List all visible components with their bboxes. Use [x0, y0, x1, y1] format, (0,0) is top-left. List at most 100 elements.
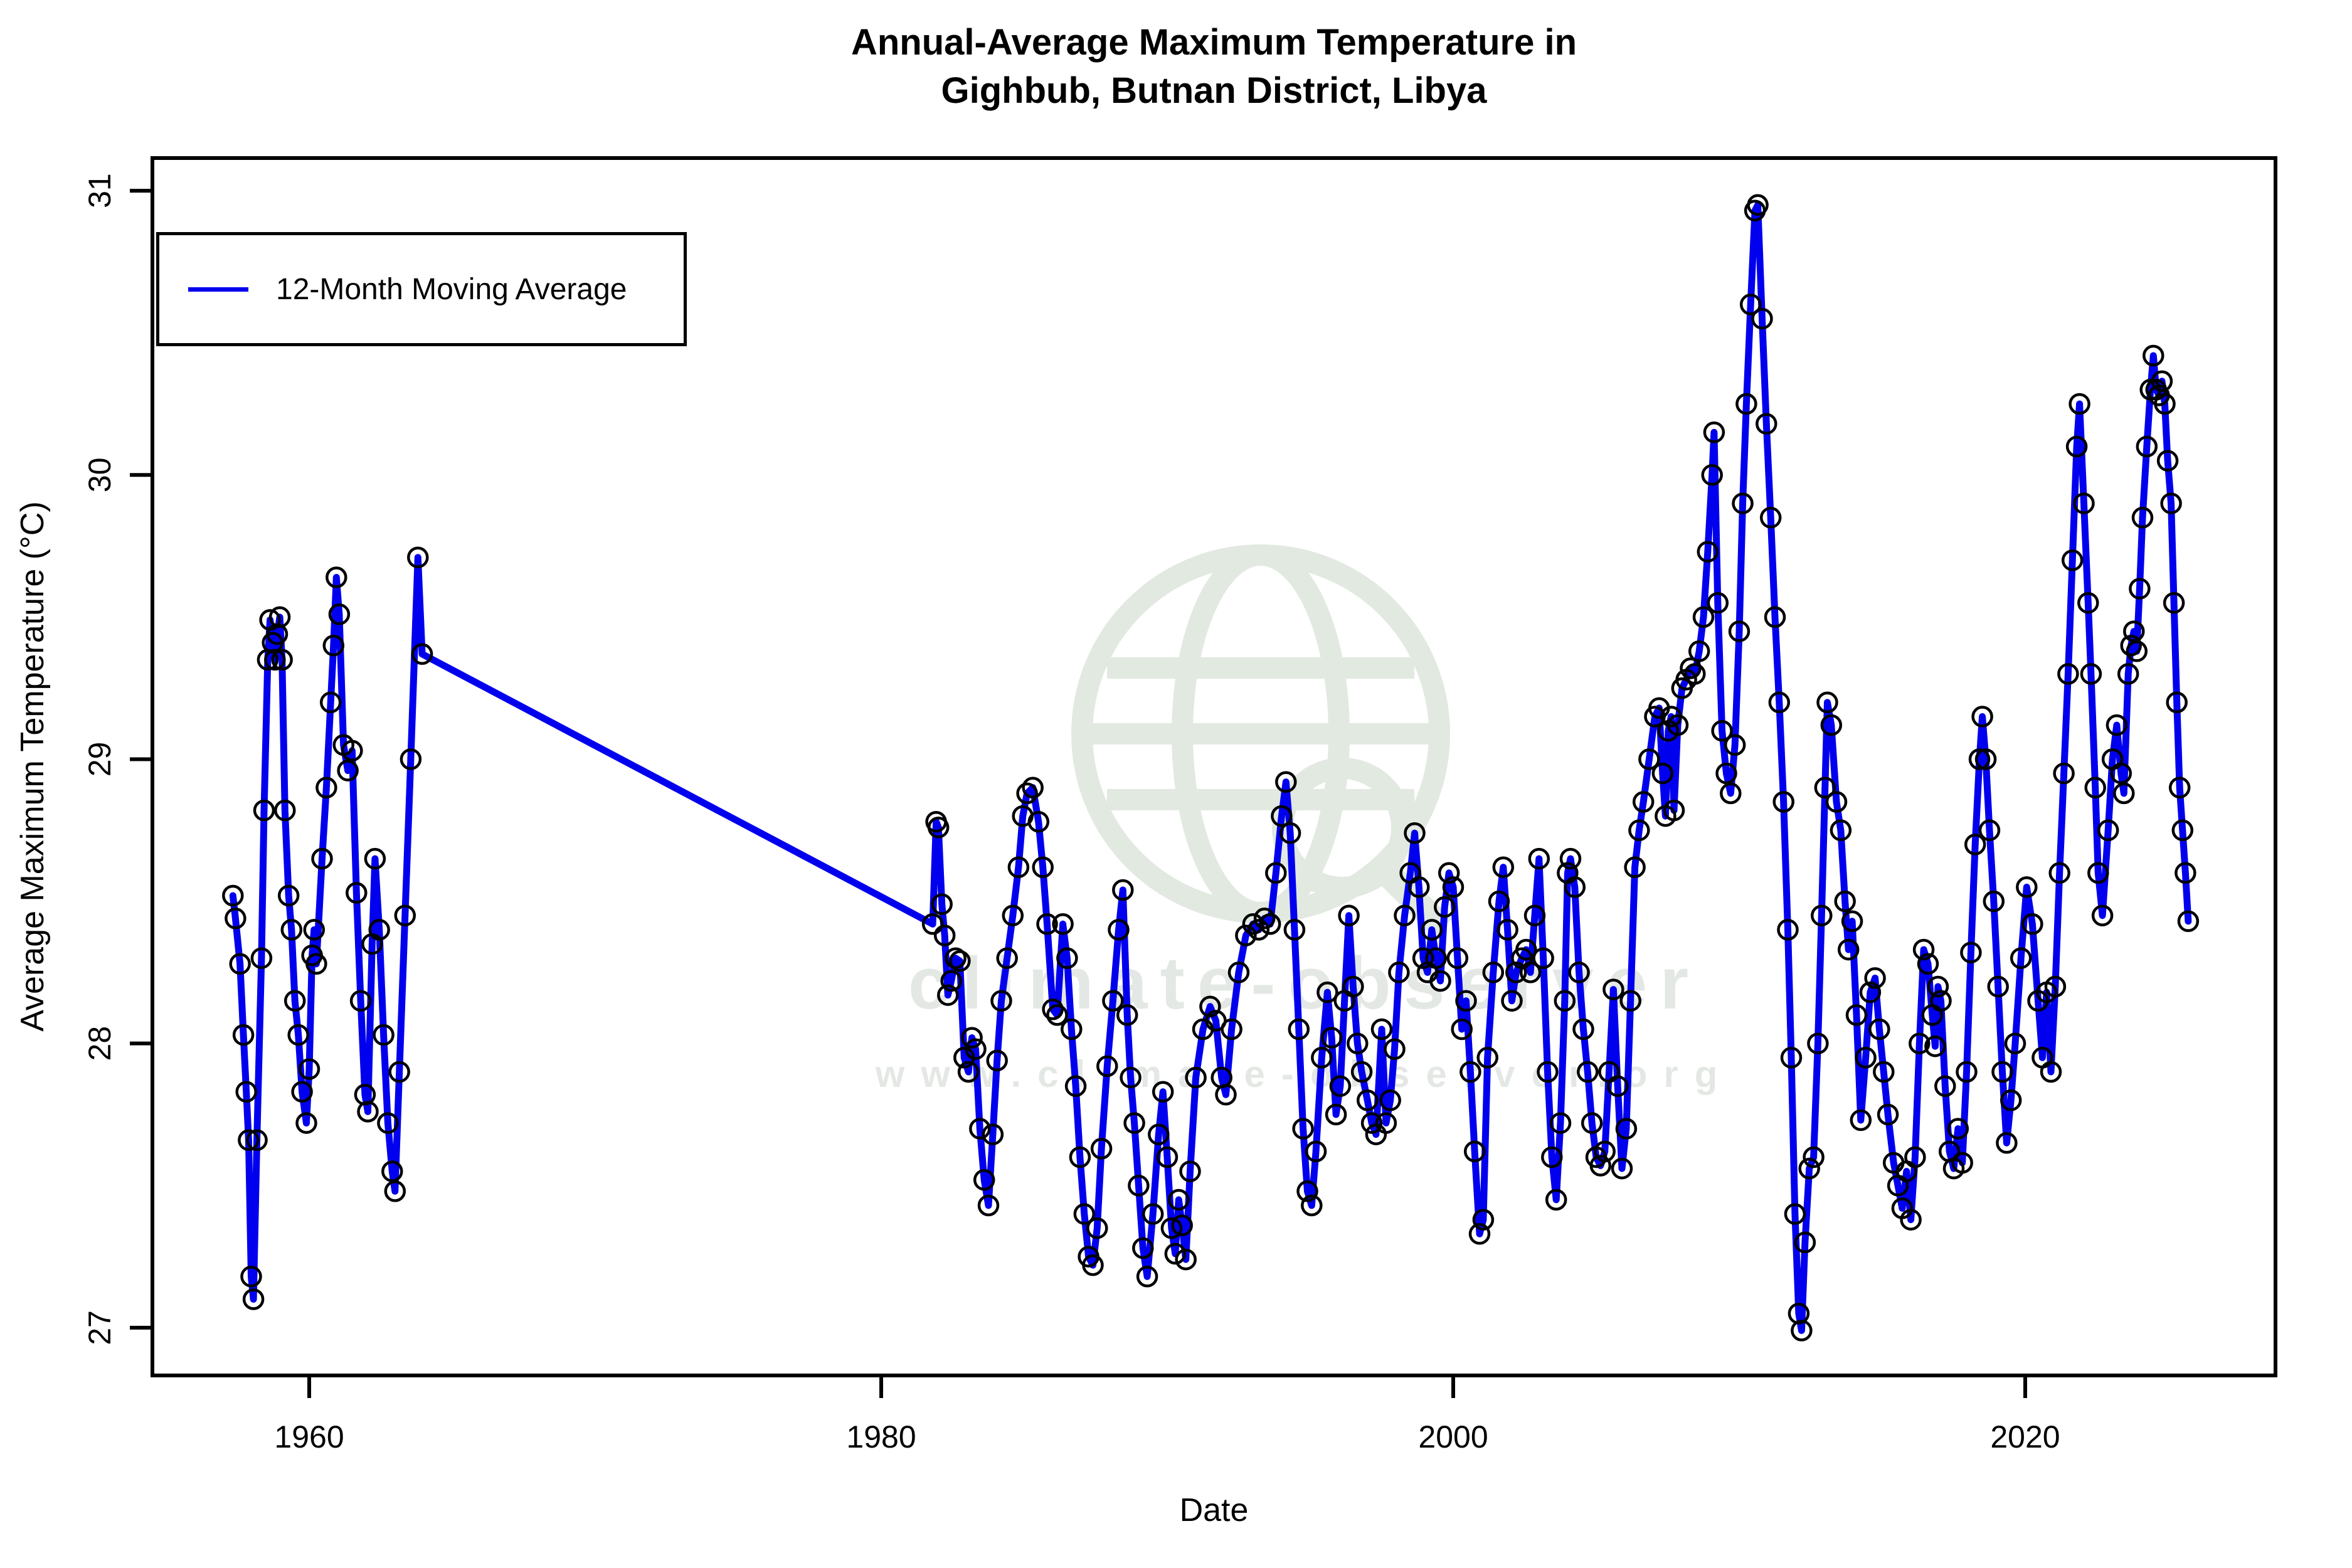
data-point-marker: [1007, 856, 1030, 878]
data-point-marker: [305, 953, 327, 975]
data-point-marker: [1090, 1138, 1113, 1160]
data-point-marker: [2040, 1061, 2062, 1083]
data-point-marker: [2087, 862, 2109, 884]
data-point-marker: [1720, 782, 1742, 805]
data-point-marker: [1830, 819, 1852, 842]
data-point-marker: [277, 884, 300, 907]
data-point-marker: [1036, 913, 1058, 935]
data-point-marker: [1589, 1155, 1612, 1177]
data-point-marker: [1370, 1018, 1393, 1041]
data-point-marker: [1425, 947, 1447, 969]
data-point-marker: [1421, 919, 1443, 941]
data-point-marker: [2154, 393, 2176, 415]
data-point-marker: [1185, 1066, 1207, 1089]
data-point-marker: [1523, 904, 1546, 926]
x-tick-label: 2020: [1990, 1419, 2060, 1454]
data-point-marker: [1724, 734, 1746, 756]
data-point-marker: [250, 947, 273, 969]
data-point-marker: [2084, 776, 2106, 799]
data-point-marker: [1016, 782, 1038, 805]
data-point-marker: [232, 1024, 255, 1046]
x-tick-label: 1960: [274, 1419, 344, 1454]
data-point-marker: [2080, 663, 2102, 685]
data-point-marker: [2048, 862, 2070, 884]
data-point-marker: [1064, 1075, 1087, 1097]
data-point-marker: [1350, 1061, 1373, 1083]
data-point-marker: [1834, 890, 1856, 913]
data-point-marker: [1438, 862, 1460, 884]
data-point-marker: [1909, 1032, 1931, 1054]
data-point-marker: [1215, 1084, 1237, 1106]
data-point-marker: [1156, 1146, 1179, 1168]
data-point-marker: [1442, 876, 1465, 898]
data-point-marker: [1987, 975, 2009, 998]
data-point-marker: [1632, 791, 1655, 813]
data-point-marker: [1934, 1075, 1956, 1097]
data-point-marker: [1663, 799, 1685, 822]
data-point-marker: [225, 908, 246, 930]
data-point-marker: [1283, 919, 1306, 941]
data-point-marker: [1102, 990, 1124, 1012]
data-point-marker: [1120, 1066, 1142, 1089]
data-point-marker: [1112, 879, 1134, 901]
data-point-marker: [235, 1081, 257, 1103]
data-point-marker: [2004, 1032, 2026, 1054]
data-point-marker: [388, 1061, 410, 1083]
data-point-marker: [1388, 961, 1410, 983]
data-point-marker: [1199, 995, 1221, 1018]
data-point-marker: [1978, 819, 2001, 842]
data-point-marker: [931, 893, 953, 915]
data-point-marker: [1472, 1209, 1495, 1231]
data-point-marker: [238, 1129, 260, 1152]
data-point-marker: [996, 947, 1018, 969]
data-point-marker: [1002, 904, 1024, 926]
data-point-marker: [2120, 634, 2142, 657]
data-point-marker: [1816, 691, 1838, 714]
data-point-marker: [2077, 591, 2099, 614]
data-point-marker: [246, 1129, 268, 1152]
x-tick-label: 2000: [1418, 1419, 1488, 1454]
data-point-marker: [1259, 913, 1281, 935]
data-point-marker: [1764, 606, 1786, 628]
data-point-marker: [1227, 961, 1250, 983]
data-point-marker: [1739, 294, 1762, 315]
data-point-marker: [1325, 1103, 1347, 1126]
data-point-marker: [1845, 1004, 1868, 1026]
data-point-marker: [240, 1266, 262, 1288]
data-point-marker: [1707, 591, 1729, 614]
data-point-marker: [1611, 1157, 1633, 1180]
data-point-marker: [295, 1112, 317, 1134]
data-point-marker: [1132, 1237, 1154, 1259]
data-point-marker: [1814, 776, 1836, 799]
y-tick-label: 30: [82, 457, 117, 492]
data-point-marker: [1864, 967, 1886, 989]
data-point-marker: [1519, 961, 1542, 983]
data-point-marker: [1956, 1061, 1978, 1083]
data-point-marker: [957, 1061, 980, 1083]
data-point-marker: [1554, 990, 1576, 1012]
data-point-marker: [407, 546, 429, 568]
data-point-marker: [2010, 947, 2032, 969]
data-point-marker: [1292, 1118, 1314, 1140]
data-point-marker: [1455, 990, 1477, 1012]
data-point-marker: [1528, 847, 1550, 870]
data-point-marker: [1850, 1109, 1872, 1131]
data-point-marker: [1221, 1018, 1242, 1041]
data-point-marker: [1924, 1035, 1946, 1057]
data-point-marker: [1116, 1004, 1138, 1026]
data-point-marker: [1855, 1047, 1877, 1069]
data-point-marker: [1951, 1152, 1973, 1174]
page-title: Annual-Average Maximum Temperature in Gi…: [152, 19, 2275, 115]
data-point-marker: [274, 799, 296, 822]
data-point-marker: [1052, 913, 1074, 935]
data-point-marker: [322, 634, 345, 657]
data-point-marker: [2106, 714, 2128, 736]
data-point-marker: [1296, 1180, 1318, 1202]
data-point-marker: [2044, 975, 2067, 998]
data-point-marker: [315, 776, 337, 799]
data-point-marker: [1179, 1160, 1201, 1182]
data-point-marker: [242, 1288, 265, 1310]
data-point-marker: [1735, 393, 1757, 415]
data-point-marker: [1777, 919, 1799, 941]
